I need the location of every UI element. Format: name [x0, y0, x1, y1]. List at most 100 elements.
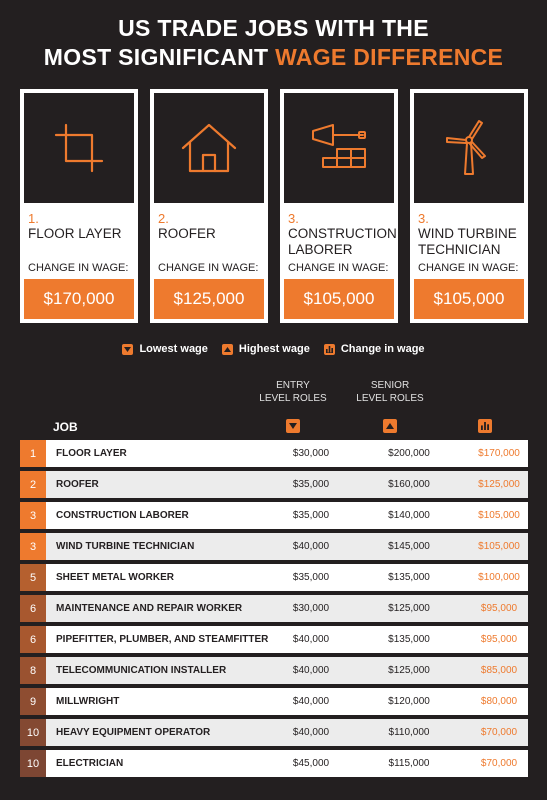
card-job-name: ROOFER — [158, 226, 216, 241]
card-icon-box — [284, 93, 394, 203]
row-senior-wage: $160,000 — [388, 479, 430, 490]
legend-change-label: Change in wage — [340, 343, 425, 355]
row-entry-wage: $30,000 — [292, 603, 330, 614]
card-icon-box — [154, 93, 264, 203]
entry-level-header: ENTRY LEVEL ROLES — [259, 380, 327, 404]
card-icon-box — [24, 93, 134, 203]
card-rank: 3. — [288, 211, 299, 226]
row-rank: 3 — [20, 533, 46, 560]
row-body: MAINTENANCE AND REPAIR WORKER $30,000 $1… — [46, 595, 528, 622]
table-row: 8 TELECOMMUNICATION INSTALLER $40,000 $1… — [20, 657, 528, 684]
row-change: $80,000 — [480, 696, 518, 707]
row-change: $95,000 — [480, 634, 518, 645]
row-senior-wage: $125,000 — [388, 603, 430, 614]
row-rank: 3 — [20, 502, 46, 529]
row-entry-wage: $30,000 — [292, 448, 330, 459]
arrow-down-icon — [286, 419, 300, 433]
row-job: FLOOR LAYER — [56, 448, 127, 459]
job-card-construction-laborer: 3. CONSTRUCTION LABORER CHANGE IN WAGE: … — [280, 89, 398, 323]
trowel-bricks-icon — [312, 124, 366, 168]
title-accent: WAGE DIFFERENCE — [275, 44, 504, 70]
row-rank: 8 — [20, 657, 46, 684]
card-change-amount: $170,000 — [24, 279, 134, 319]
row-senior-wage: $145,000 — [388, 541, 430, 552]
row-senior-wage: $200,000 — [388, 448, 430, 459]
top-jobs-cards: 1. FLOOR LAYER CHANGE IN WAGE: $170,000 … — [20, 89, 528, 323]
legend-highest: Highest wage — [221, 343, 310, 355]
table-row: 10 ELECTRICIAN $45,000 $115,000 $70,000 — [20, 750, 528, 777]
row-entry-wage: $45,000 — [292, 758, 330, 769]
row-entry-wage: $40,000 — [292, 727, 330, 738]
row-job: MAINTENANCE AND REPAIR WORKER — [56, 603, 243, 614]
arrow-up-icon — [383, 419, 397, 433]
row-body: WIND TURBINE TECHNICIAN $40,000 $145,000… — [46, 533, 528, 560]
senior-level-header: SENIOR LEVEL ROLES — [356, 380, 424, 404]
row-change: $170,000 — [478, 448, 520, 459]
row-entry-wage: $40,000 — [292, 541, 330, 552]
title-line-1: US TRADE JOBS WITH THE — [118, 15, 429, 41]
row-job: CONSTRUCTION LABORER — [56, 510, 189, 521]
table-row: 10 HEAVY EQUIPMENT OPERATOR $40,000 $110… — [20, 719, 528, 746]
bar-chart-icon — [323, 343, 335, 355]
crop-icon — [54, 123, 104, 173]
row-job: ROOFER — [56, 479, 99, 490]
table-row: 9 MILLWRIGHT $40,000 $120,000 $80,000 — [20, 688, 528, 715]
row-job: MILLWRIGHT — [56, 696, 120, 707]
row-rank: 1 — [20, 440, 46, 467]
card-change-amount: $105,000 — [414, 279, 524, 319]
row-rank: 6 — [20, 626, 46, 653]
legend-lowest: Lowest wage — [122, 343, 208, 355]
card-job-name: WIND TURBINE TECHNICIAN — [418, 226, 517, 257]
job-column-header: JOB — [53, 420, 78, 434]
title-line-2-prefix: MOST SIGNIFICANT — [43, 44, 276, 70]
row-job: HEAVY EQUIPMENT OPERATOR — [56, 727, 211, 738]
row-entry-wage: $35,000 — [292, 572, 330, 583]
row-change: $85,000 — [480, 665, 518, 676]
row-change: $70,000 — [480, 727, 518, 738]
row-rank: 10 — [20, 719, 46, 746]
arrow-down-icon — [122, 343, 134, 355]
row-body: HEAVY EQUIPMENT OPERATOR $40,000 $110,00… — [46, 719, 528, 746]
legend-lowest-label: Lowest wage — [139, 343, 208, 355]
arrow-up-icon — [221, 343, 233, 355]
job-card-floor-layer: 1. FLOOR LAYER CHANGE IN WAGE: $170,000 — [20, 89, 138, 323]
card-job-name: CONSTRUCTION LABORER — [288, 226, 397, 257]
row-job: SHEET METAL WORKER — [56, 572, 174, 583]
row-body: CONSTRUCTION LABORER $35,000 $140,000 $1… — [46, 502, 528, 529]
row-senior-wage: $120,000 — [388, 696, 430, 707]
card-change-label: CHANGE IN WAGE: — [288, 262, 389, 274]
row-entry-wage: $40,000 — [292, 634, 330, 645]
table-row: 6 PIPEFITTER, PLUMBER, AND STEAMFITTER $… — [20, 626, 528, 653]
card-change-amount: $105,000 — [284, 279, 394, 319]
row-rank: 2 — [20, 471, 46, 498]
row-job: ELECTRICIAN — [56, 758, 124, 769]
page-title: US TRADE JOBS WITH THE MOST SIGNIFICANT … — [0, 14, 547, 72]
card-change-amount: $125,000 — [154, 279, 264, 319]
row-body: FLOOR LAYER $30,000 $200,000 $170,000 — [46, 440, 528, 467]
row-body: MILLWRIGHT $40,000 $120,000 $80,000 — [46, 688, 528, 715]
table-row: 1 FLOOR LAYER $30,000 $200,000 $170,000 — [20, 440, 528, 467]
wind-turbine-icon — [446, 120, 486, 175]
row-change: $95,000 — [480, 603, 518, 614]
bar-chart-icon — [478, 419, 492, 433]
legend-change: Change in wage — [323, 343, 425, 355]
card-change-label: CHANGE IN WAGE: — [418, 262, 519, 274]
row-change: $125,000 — [478, 479, 520, 490]
card-rank: 2. — [158, 211, 169, 226]
house-icon — [181, 123, 237, 173]
row-change: $70,000 — [480, 758, 518, 769]
row-body: PIPEFITTER, PLUMBER, AND STEAMFITTER $40… — [46, 626, 528, 653]
row-rank: 9 — [20, 688, 46, 715]
card-rank: 1. — [28, 211, 39, 226]
row-body: TELECOMMUNICATION INSTALLER $40,000 $125… — [46, 657, 528, 684]
row-entry-wage: $40,000 — [292, 665, 330, 676]
row-job: WIND TURBINE TECHNICIAN — [56, 541, 195, 552]
row-change: $105,000 — [478, 541, 520, 552]
job-card-roofer: 2. ROOFER CHANGE IN WAGE: $125,000 — [150, 89, 268, 323]
table-row: 2 ROOFER $35,000 $160,000 $125,000 — [20, 471, 528, 498]
row-job: PIPEFITTER, PLUMBER, AND STEAMFITTER — [56, 634, 269, 645]
row-senior-wage: $135,000 — [388, 634, 430, 645]
row-entry-wage: $35,000 — [292, 510, 330, 521]
row-rank: 10 — [20, 750, 46, 777]
legend: Lowest wage Highest wage Change in wage — [0, 343, 547, 355]
